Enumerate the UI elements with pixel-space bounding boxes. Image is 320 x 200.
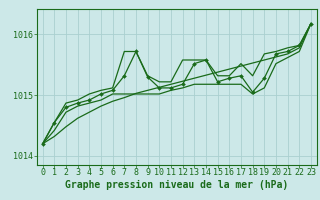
X-axis label: Graphe pression niveau de la mer (hPa): Graphe pression niveau de la mer (hPa) bbox=[65, 180, 288, 190]
